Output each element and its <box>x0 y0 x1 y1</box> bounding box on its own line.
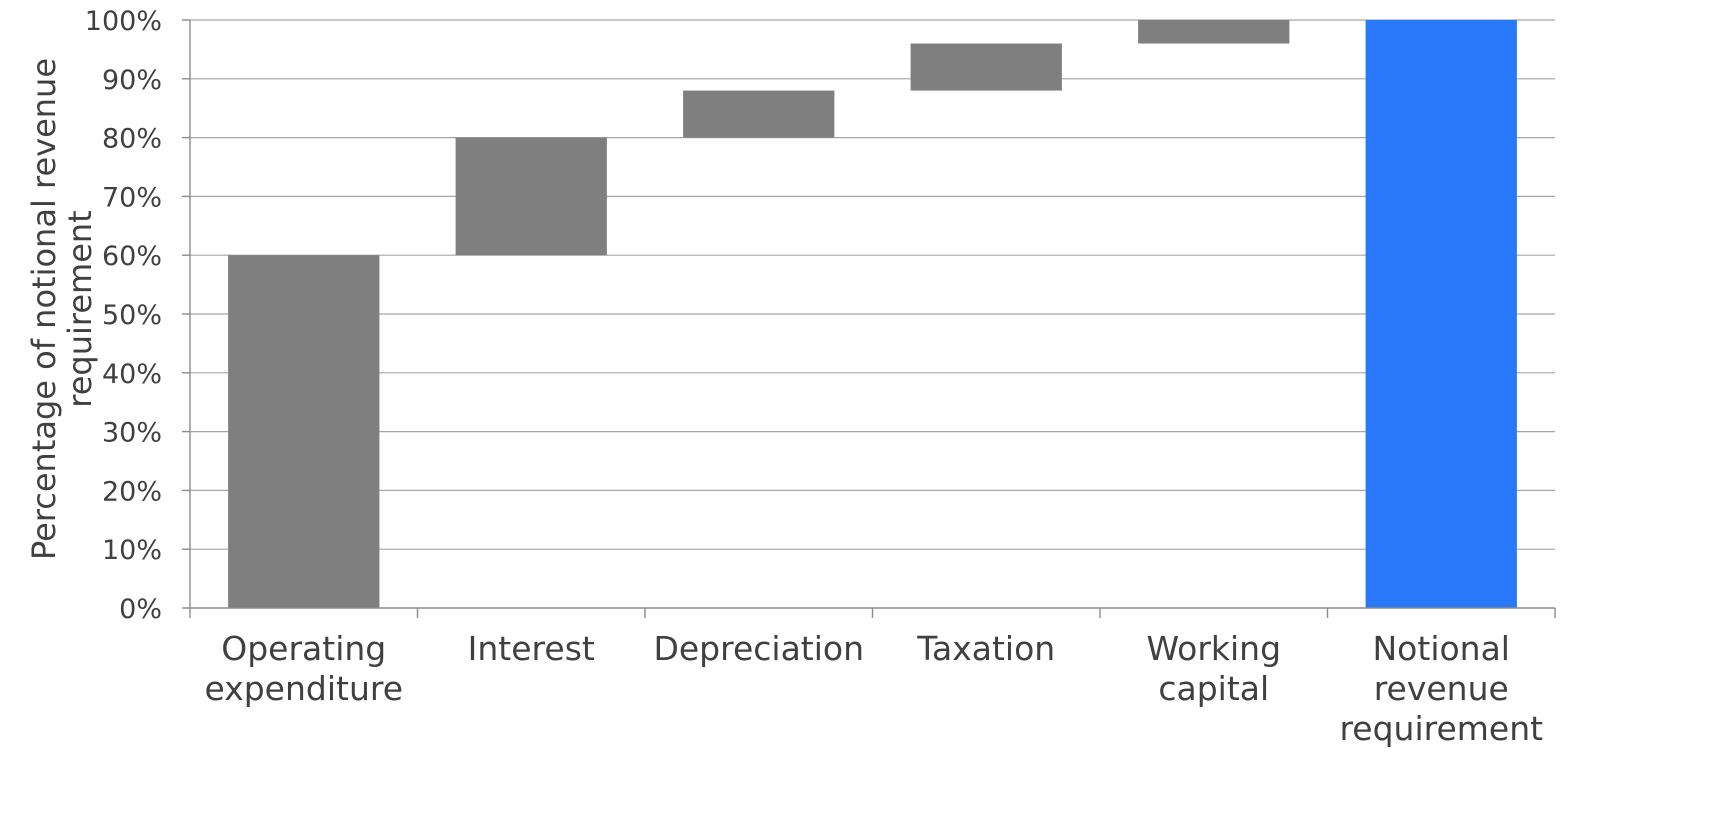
bar <box>228 255 380 608</box>
x-category-label: Depreciation <box>653 629 864 668</box>
x-category-label: Working capital <box>1146 629 1281 708</box>
y-tick-label: 10% <box>102 535 162 566</box>
bar <box>1138 20 1290 44</box>
y-axis-title-text: Percentage of notional revenuerequiremen… <box>25 58 99 560</box>
y-tick-label: 30% <box>102 418 162 449</box>
x-category-label: Interest <box>468 629 595 668</box>
y-tick-label: 100% <box>85 6 162 37</box>
y-tick-label: 0% <box>119 594 162 625</box>
y-tick-label: 20% <box>102 476 162 507</box>
y-axis-title: Percentage of notional revenuerequiremen… <box>25 58 99 560</box>
y-tick-label: 50% <box>102 300 162 331</box>
bar <box>455 137 607 256</box>
x-category-label: Operating expenditure <box>204 629 403 708</box>
y-tick-label: 40% <box>102 359 162 390</box>
bar <box>1365 20 1517 608</box>
axes <box>182 19 1556 618</box>
y-tick-label: 70% <box>102 182 162 213</box>
y-tick-labels: 0% 10% 20% 30% 40% 50% 60% 70% 80% 90% 100% <box>85 6 162 625</box>
bars <box>228 20 1517 608</box>
bar <box>910 43 1062 91</box>
x-category-labels: Operating expenditure Interest Depreciation… <box>204 629 1543 748</box>
y-tick-label: 60% <box>102 241 162 272</box>
gridlines <box>190 19 1555 550</box>
y-tick-label: 80% <box>102 124 162 155</box>
x-category-label: Notional revenue requirement <box>1339 629 1543 748</box>
y-tick-label: 90% <box>102 65 162 96</box>
bar <box>683 90 835 138</box>
x-category-label: Taxation <box>916 629 1055 668</box>
